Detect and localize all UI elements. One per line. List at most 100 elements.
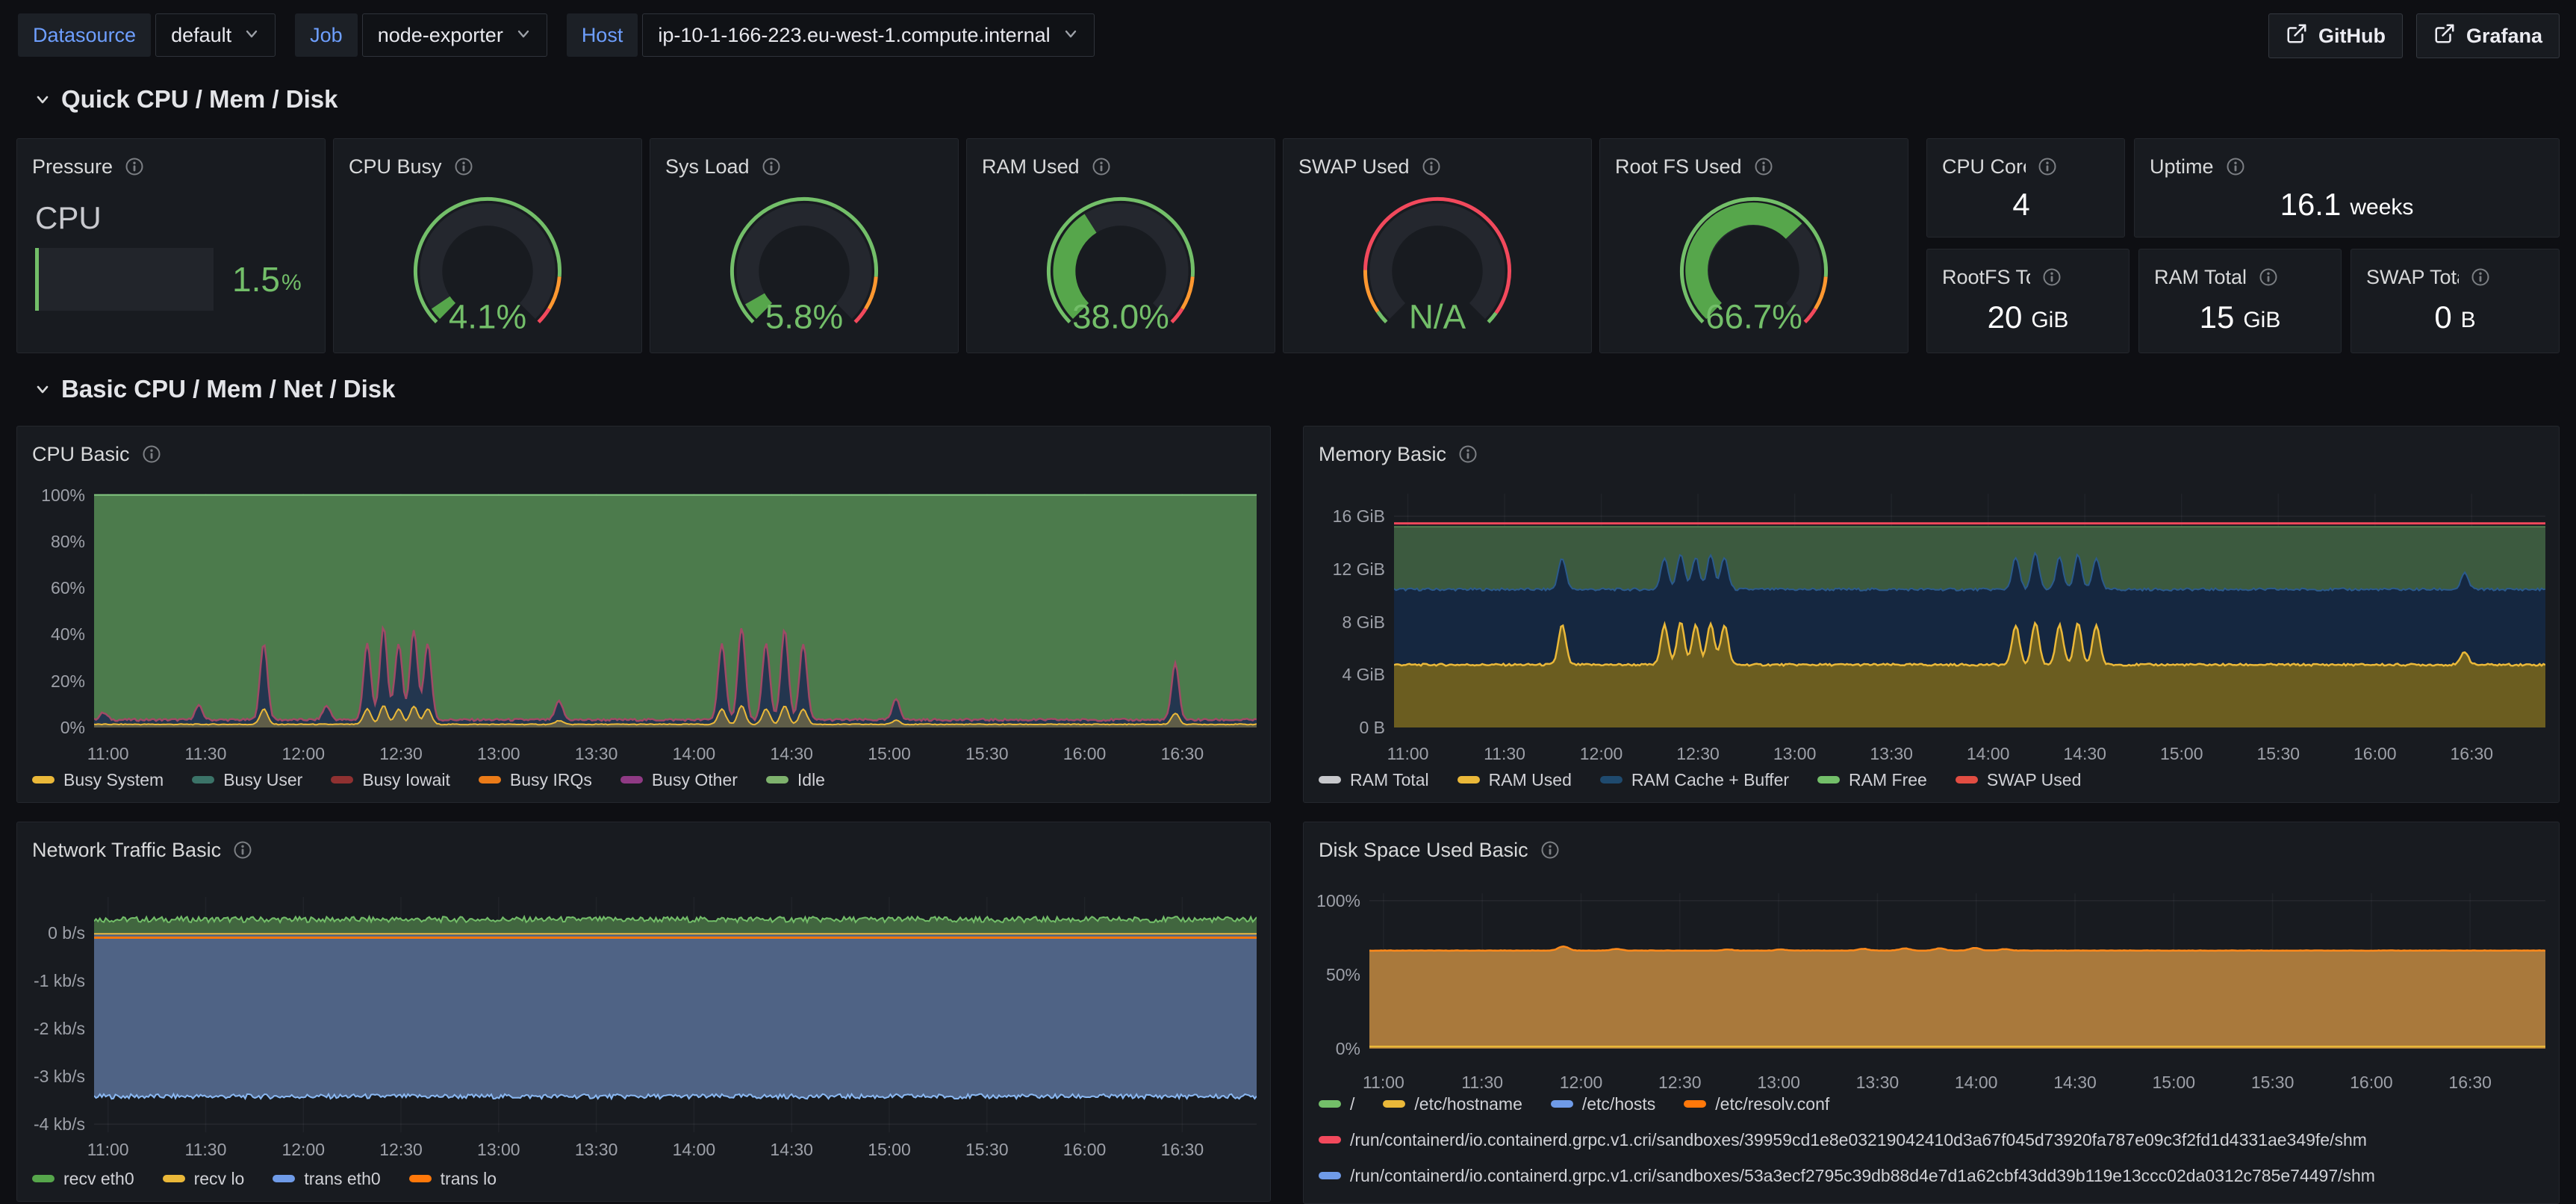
x-axis-label: 11:30 bbox=[184, 744, 227, 763]
external-link-icon bbox=[2433, 22, 2456, 50]
legend-item[interactable]: recv eth0 bbox=[32, 1169, 134, 1189]
dashboard-links: GitHub Grafana bbox=[2268, 13, 2560, 58]
legend-item[interactable]: RAM Cache + Buffer bbox=[1599, 770, 1789, 790]
sys-load-gauge: 5.8% bbox=[650, 178, 958, 350]
legend-item[interactable]: Busy Other bbox=[620, 770, 738, 790]
legend-item[interactable]: Busy User bbox=[192, 770, 302, 790]
legend-swatch bbox=[1319, 1136, 1341, 1144]
info-icon[interactable] bbox=[2038, 157, 2057, 176]
svg-text:N/A: N/A bbox=[1409, 298, 1466, 336]
info-icon[interactable] bbox=[762, 157, 781, 176]
info-icon[interactable] bbox=[1754, 157, 1773, 176]
info-icon[interactable] bbox=[2259, 267, 2278, 287]
x-axis-label: 13:30 bbox=[1855, 1073, 1900, 1092]
chart-canvas[interactable] bbox=[1394, 494, 2545, 727]
legend-item[interactable]: recv lo bbox=[162, 1169, 244, 1189]
info-icon[interactable] bbox=[454, 157, 473, 176]
legend-swatch bbox=[1550, 1100, 1573, 1108]
host-select[interactable]: ip-10-1-166-223.eu-west-1.compute.intern… bbox=[642, 13, 1095, 57]
x-axis-label: 13:00 bbox=[1773, 744, 1817, 763]
legend-item[interactable]: / bbox=[1319, 1094, 1354, 1114]
legend-item[interactable]: /run/containerd/io.containerd.grpc.v1.cr… bbox=[1319, 1130, 2367, 1150]
legend-swatch bbox=[1955, 776, 1978, 783]
legend-row: / /etc/hostname/etc/hosts/etc/resolv.conf bbox=[1319, 1093, 1829, 1115]
info-icon[interactable] bbox=[1458, 444, 1478, 464]
x-axis-label: 16:00 bbox=[1063, 1140, 1107, 1159]
datasource-label: Datasource bbox=[18, 13, 152, 57]
panel-ram-used: RAM Used 38.0% bbox=[966, 138, 1275, 353]
chart-canvas[interactable] bbox=[94, 897, 1257, 1132]
legend-swatch bbox=[1817, 776, 1841, 783]
uptime-value: 16.1 weeks bbox=[2280, 186, 2414, 222]
legend-label: Busy IRQs bbox=[509, 769, 592, 789]
legend-item[interactable]: Busy IRQs bbox=[478, 769, 592, 790]
legend-item[interactable]: /etc/hosts bbox=[1550, 1094, 1655, 1114]
y-axis-label: 80% bbox=[50, 531, 85, 551]
y-axis-label: 0% bbox=[1335, 1039, 1360, 1058]
chart-canvas[interactable] bbox=[1369, 893, 2545, 1049]
legend-swatch bbox=[1684, 1100, 1707, 1108]
github-link-button[interactable]: GitHub bbox=[2268, 13, 2403, 58]
legend-item[interactable]: /etc/hostname bbox=[1383, 1094, 1522, 1114]
legend-item[interactable]: SWAP Used bbox=[1955, 770, 2081, 790]
legend-item[interactable]: Busy System bbox=[32, 770, 164, 790]
template-variable-filters: Datasource default Job node-exporter Hos… bbox=[18, 13, 1095, 57]
section-quick-cpu-mem-disk[interactable]: Quick CPU / Mem / Disk bbox=[33, 85, 337, 114]
chart-canvas[interactable] bbox=[94, 494, 1257, 727]
panel-title: SWAP Used bbox=[1298, 155, 1410, 178]
y-axis-label: 50% bbox=[1325, 964, 1360, 984]
x-axis-label: 15:00 bbox=[868, 744, 911, 763]
datasource-select[interactable]: default bbox=[155, 13, 276, 57]
section-basic-cpu-mem-net-disk[interactable]: Basic CPU / Mem / Net / Disk bbox=[33, 375, 395, 403]
legend-item[interactable]: RAM Used bbox=[1457, 770, 1572, 790]
info-icon[interactable] bbox=[233, 840, 252, 860]
y-axis-label: -4 kb/s bbox=[33, 1114, 85, 1135]
legend-swatch bbox=[331, 776, 354, 783]
legend-item[interactable]: /run/containerd/io.containerd.grpc.v1.cr… bbox=[1319, 1166, 2375, 1186]
job-select[interactable]: node-exporter bbox=[361, 13, 547, 57]
legend-swatch bbox=[1457, 776, 1480, 783]
legend-item[interactable]: Idle bbox=[765, 770, 825, 790]
legend-item[interactable]: trans lo bbox=[408, 1169, 497, 1189]
legend-item[interactable]: Busy Iowait bbox=[331, 770, 450, 790]
y-axis-label: 4 GiB bbox=[1342, 665, 1385, 685]
info-icon[interactable] bbox=[1092, 157, 1111, 176]
y-axis-label: 16 GiB bbox=[1332, 506, 1385, 527]
legend-item[interactable]: /etc/resolv.conf bbox=[1684, 1094, 1829, 1114]
x-axis-label: 11:00 bbox=[87, 744, 129, 763]
x-axis-label: 14:30 bbox=[770, 1140, 813, 1159]
x-axis-label: 12:30 bbox=[379, 744, 423, 763]
y-axis-label: 0% bbox=[60, 718, 85, 737]
info-icon[interactable] bbox=[1422, 157, 1441, 176]
grafana-link-button[interactable]: Grafana bbox=[2415, 13, 2560, 58]
y-axis-label: 60% bbox=[50, 578, 85, 598]
panel-ram-total: RAM Total 15 GiB bbox=[2138, 249, 2342, 353]
info-icon[interactable] bbox=[2042, 267, 2062, 287]
panel-title: Network Traffic Basic bbox=[32, 838, 222, 861]
legend-item[interactable]: trans eth0 bbox=[273, 1169, 381, 1189]
legend-label: / bbox=[1350, 1093, 1355, 1114]
legend-swatch bbox=[162, 1175, 185, 1182]
legend-item[interactable]: RAM Free bbox=[1817, 770, 1927, 790]
panel-root-fs-used: Root FS Used 66.7% bbox=[1599, 138, 1908, 353]
x-axis-label: 15:30 bbox=[2250, 1073, 2295, 1092]
info-icon[interactable] bbox=[2471, 267, 2490, 287]
legend-label: Busy Other bbox=[651, 769, 738, 789]
legend-swatch bbox=[32, 1175, 55, 1182]
x-axis-label: 15:00 bbox=[2159, 744, 2203, 763]
info-icon[interactable] bbox=[1540, 840, 1560, 860]
panel-sys-load: Sys Load 5.8% bbox=[650, 138, 959, 353]
y-axis-label: 20% bbox=[50, 671, 85, 691]
legend-swatch bbox=[765, 776, 788, 783]
y-axis-label: 12 GiB bbox=[1332, 559, 1385, 579]
info-icon[interactable] bbox=[142, 444, 161, 464]
info-icon[interactable] bbox=[2226, 157, 2245, 176]
x-axis-label: 16:00 bbox=[2350, 1073, 2393, 1092]
x-axis-label: 15:30 bbox=[965, 744, 1009, 763]
legend-item[interactable]: RAM Total bbox=[1319, 770, 1429, 790]
y-axis-label: 100% bbox=[1316, 890, 1360, 910]
info-icon[interactable] bbox=[125, 157, 144, 176]
y-axis-label: 100% bbox=[41, 485, 85, 505]
chevron-down-icon bbox=[515, 24, 532, 47]
